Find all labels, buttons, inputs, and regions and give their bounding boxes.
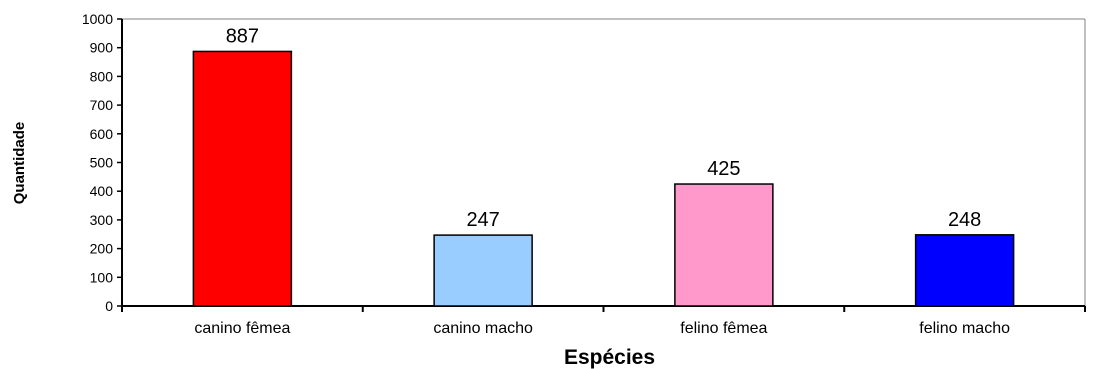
x-category-label: canino macho bbox=[433, 320, 533, 337]
bar-value-label: 248 bbox=[948, 209, 981, 231]
bar-value-label: 425 bbox=[707, 158, 740, 180]
bar bbox=[192, 50, 293, 307]
y-tick-label: 900 bbox=[90, 40, 114, 56]
y-tick-label: 600 bbox=[90, 126, 114, 142]
x-category-label: felino macho bbox=[919, 320, 1010, 337]
y-tick-label: 400 bbox=[90, 183, 114, 199]
bar bbox=[914, 234, 1015, 307]
y-tick-label: 300 bbox=[90, 212, 114, 228]
y-tick-label: 800 bbox=[90, 68, 114, 84]
y-tick-label: 0 bbox=[105, 298, 113, 314]
y-tick-label: 200 bbox=[90, 241, 114, 257]
bar-value-label: 247 bbox=[466, 209, 499, 231]
x-axis-title: Espécies bbox=[564, 346, 655, 369]
bar-value-label: 887 bbox=[226, 25, 259, 47]
x-category-label: canino fêmea bbox=[194, 320, 290, 337]
y-axis-title: Quantidade bbox=[11, 122, 28, 205]
y-axis-ticks: 0 100 200 300 400 500 600 700 800 900 1000 bbox=[82, 11, 122, 314]
bar bbox=[674, 183, 774, 307]
x-axis-ticks bbox=[121, 306, 1086, 312]
y-tick-label: 1000 bbox=[82, 11, 113, 27]
x-category-label: felino fêmea bbox=[680, 320, 767, 337]
y-tick-label: 100 bbox=[90, 269, 114, 285]
y-tick-label: 700 bbox=[90, 97, 114, 113]
y-tick-label: 500 bbox=[90, 155, 114, 171]
bars: 887 canino fêmea 247 canino macho 425 felino … bbox=[192, 25, 1015, 337]
bar bbox=[433, 234, 533, 307]
